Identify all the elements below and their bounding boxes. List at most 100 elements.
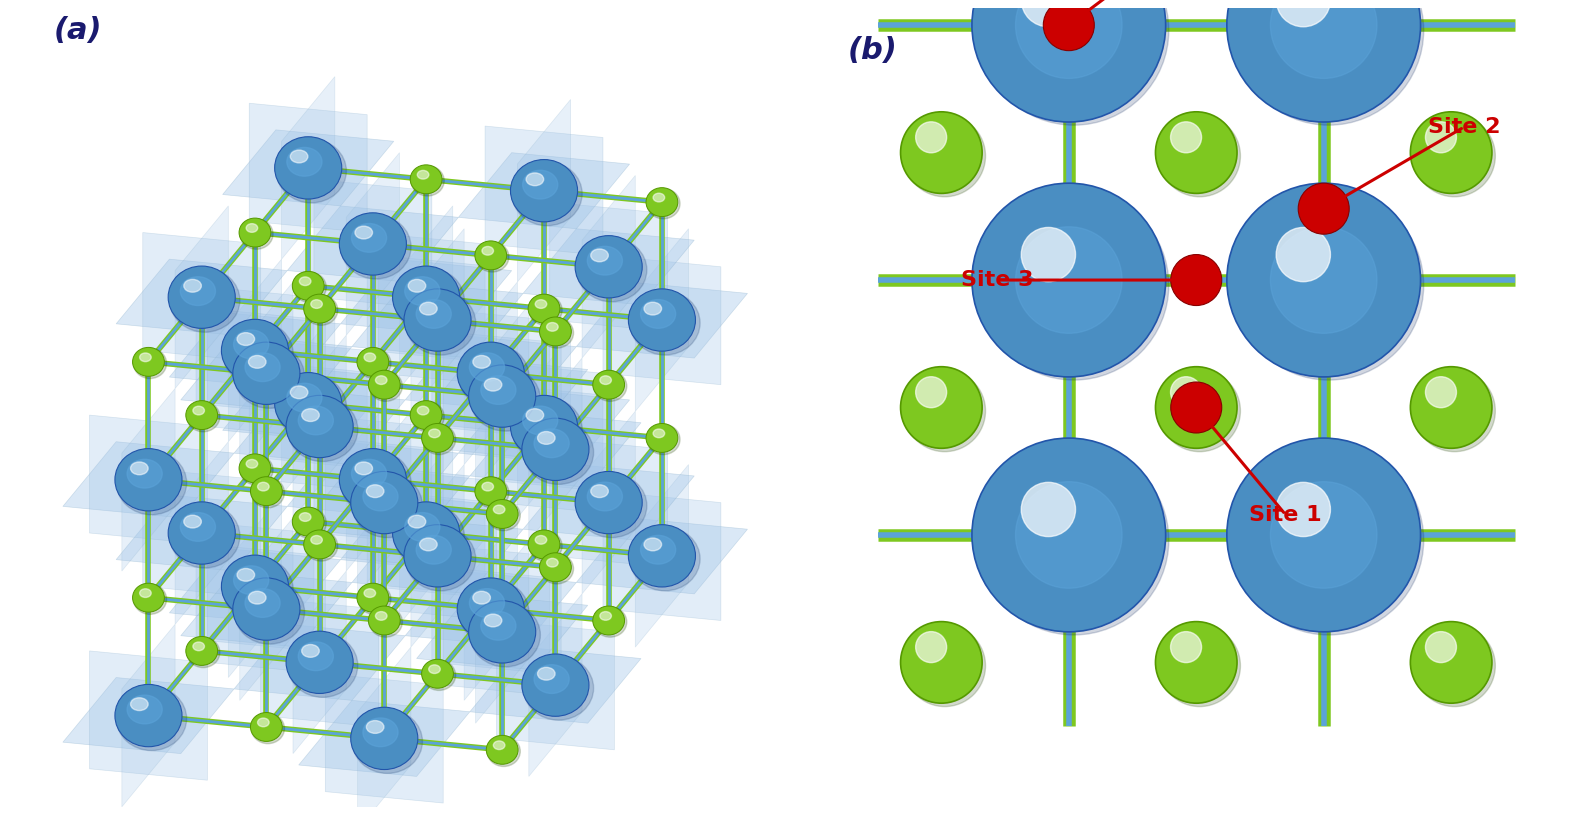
Ellipse shape <box>222 319 289 381</box>
Ellipse shape <box>234 580 305 644</box>
Ellipse shape <box>641 535 676 564</box>
Ellipse shape <box>418 170 429 179</box>
Ellipse shape <box>185 637 217 665</box>
Ellipse shape <box>590 249 608 262</box>
Ellipse shape <box>305 531 338 561</box>
Ellipse shape <box>486 736 520 766</box>
Ellipse shape <box>128 695 163 724</box>
Circle shape <box>1271 0 1376 78</box>
Polygon shape <box>293 571 346 754</box>
Ellipse shape <box>472 355 490 368</box>
Ellipse shape <box>459 580 530 644</box>
Ellipse shape <box>257 482 270 491</box>
Polygon shape <box>550 202 668 332</box>
Ellipse shape <box>421 424 453 452</box>
Ellipse shape <box>303 530 335 559</box>
Ellipse shape <box>593 371 627 401</box>
Ellipse shape <box>169 504 239 568</box>
Ellipse shape <box>471 368 541 431</box>
Circle shape <box>916 632 947 663</box>
Ellipse shape <box>276 139 346 203</box>
Text: (b): (b) <box>849 36 898 65</box>
Ellipse shape <box>410 401 442 430</box>
Ellipse shape <box>167 502 234 564</box>
Ellipse shape <box>233 342 300 404</box>
Ellipse shape <box>193 406 204 415</box>
Polygon shape <box>314 415 432 544</box>
Ellipse shape <box>351 460 386 488</box>
Ellipse shape <box>311 300 322 308</box>
Ellipse shape <box>132 347 164 377</box>
Circle shape <box>1171 377 1201 408</box>
Polygon shape <box>458 152 630 229</box>
Ellipse shape <box>223 322 293 385</box>
Polygon shape <box>471 412 641 487</box>
Ellipse shape <box>472 591 490 604</box>
Ellipse shape <box>458 578 525 641</box>
Ellipse shape <box>469 353 504 381</box>
Ellipse shape <box>530 295 561 325</box>
Ellipse shape <box>523 656 593 720</box>
Ellipse shape <box>233 578 300 641</box>
Ellipse shape <box>419 538 437 551</box>
Polygon shape <box>223 366 394 442</box>
Polygon shape <box>121 389 175 571</box>
Ellipse shape <box>423 425 456 455</box>
Ellipse shape <box>405 277 440 306</box>
Ellipse shape <box>134 584 166 615</box>
Polygon shape <box>523 229 694 305</box>
Polygon shape <box>293 335 346 518</box>
Polygon shape <box>458 389 630 465</box>
Polygon shape <box>341 495 512 571</box>
Circle shape <box>1021 227 1075 282</box>
Ellipse shape <box>538 431 555 444</box>
Polygon shape <box>517 335 571 518</box>
Polygon shape <box>496 385 614 514</box>
Ellipse shape <box>419 302 437 315</box>
Circle shape <box>1410 112 1491 193</box>
Polygon shape <box>62 442 234 518</box>
Polygon shape <box>282 312 335 495</box>
Ellipse shape <box>482 482 493 491</box>
Ellipse shape <box>368 370 400 399</box>
Ellipse shape <box>469 588 504 618</box>
Circle shape <box>1171 382 1222 433</box>
Ellipse shape <box>301 645 319 658</box>
Polygon shape <box>175 206 228 389</box>
Ellipse shape <box>528 294 560 323</box>
Circle shape <box>1016 0 1121 78</box>
Ellipse shape <box>630 291 700 355</box>
Ellipse shape <box>357 584 389 612</box>
Ellipse shape <box>293 508 327 538</box>
Ellipse shape <box>405 527 475 591</box>
Ellipse shape <box>405 291 475 355</box>
Circle shape <box>904 115 986 196</box>
Ellipse shape <box>493 741 506 750</box>
Polygon shape <box>576 282 748 358</box>
Polygon shape <box>346 152 399 335</box>
Ellipse shape <box>600 611 611 620</box>
Polygon shape <box>443 332 561 460</box>
Ellipse shape <box>185 401 217 430</box>
Ellipse shape <box>394 504 464 568</box>
Ellipse shape <box>416 535 451 564</box>
Ellipse shape <box>239 455 273 485</box>
Ellipse shape <box>528 530 560 559</box>
Polygon shape <box>196 522 314 651</box>
Circle shape <box>1171 254 1222 306</box>
Polygon shape <box>234 624 405 700</box>
Polygon shape <box>144 232 260 362</box>
Ellipse shape <box>340 448 407 511</box>
Circle shape <box>1171 121 1201 152</box>
Ellipse shape <box>287 383 322 412</box>
Circle shape <box>1171 632 1201 663</box>
Polygon shape <box>228 259 282 442</box>
Circle shape <box>1021 482 1075 536</box>
Ellipse shape <box>167 266 234 328</box>
Polygon shape <box>582 412 635 594</box>
Ellipse shape <box>340 213 407 275</box>
Ellipse shape <box>249 355 266 368</box>
Ellipse shape <box>587 246 622 275</box>
Circle shape <box>1155 112 1238 193</box>
Circle shape <box>1155 622 1238 703</box>
